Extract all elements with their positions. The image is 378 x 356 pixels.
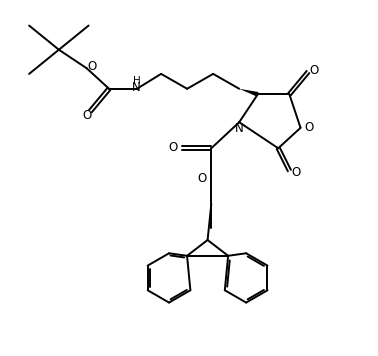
Text: N: N: [132, 81, 141, 94]
Text: O: O: [87, 60, 96, 73]
Text: O: O: [169, 141, 178, 154]
Text: O: O: [82, 109, 91, 122]
Text: O: O: [310, 64, 319, 77]
Polygon shape: [239, 89, 259, 97]
Text: O: O: [198, 172, 207, 185]
Text: N: N: [235, 122, 243, 135]
Text: O: O: [304, 121, 313, 134]
Text: H: H: [133, 76, 141, 86]
Text: O: O: [291, 166, 301, 179]
